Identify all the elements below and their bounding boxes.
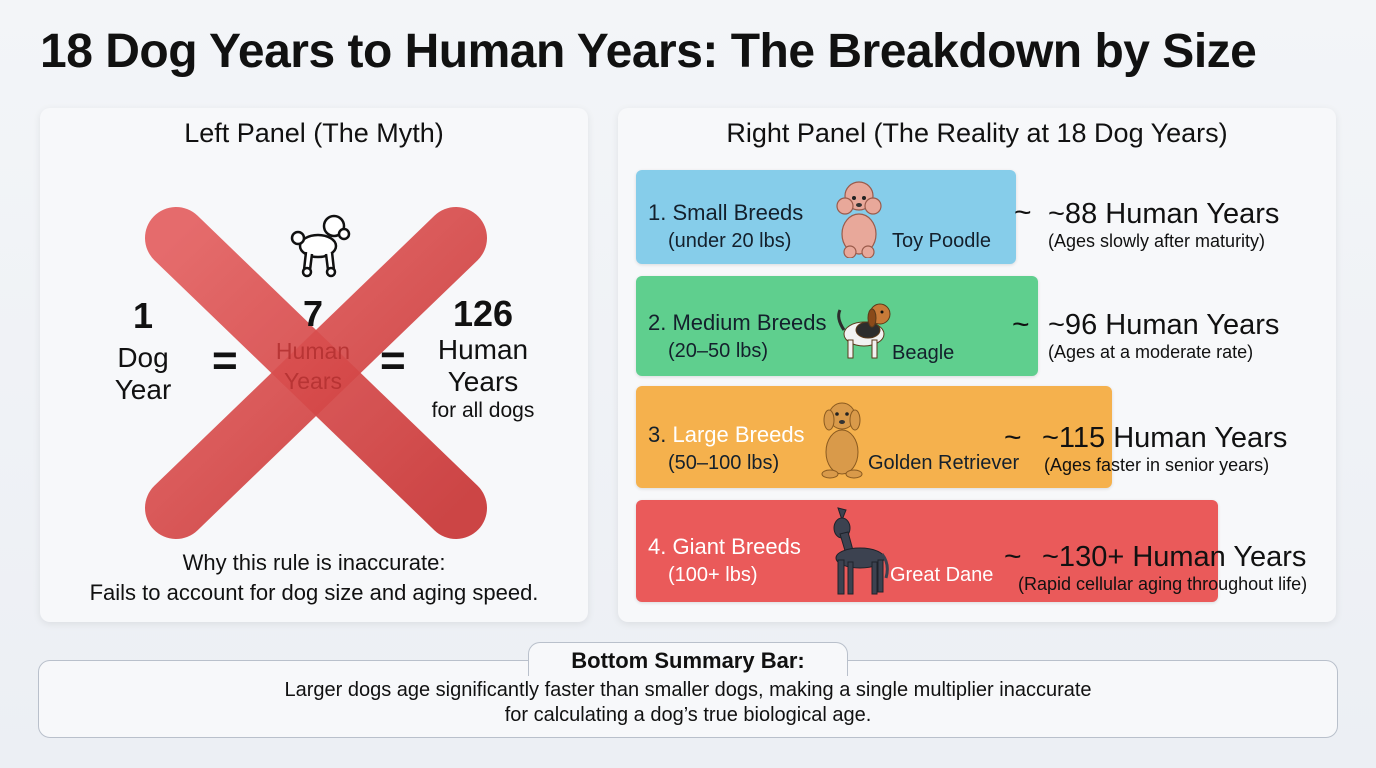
myth-panel-title: Left Panel (The Myth) [184,118,444,148]
medium-breed-bar: 2. Medium Breeds (20–50 lbs) Beagle [636,276,1038,376]
large-result: ~115 Human Years [1042,422,1287,455]
equals-sign-1: = [212,336,238,385]
summary-line1: Larger dogs age significantly faster tha… [284,679,1092,701]
beagle-icon [837,303,891,359]
summary-tab [528,642,848,676]
small-breed-dog: Toy Poodle [892,230,991,252]
giant-result: ~130+ Human Years [1042,541,1307,573]
large-breed-dog: Golden Retriever [868,452,1020,474]
medium-breed-dog: Beagle [892,342,955,364]
toy-poodle-icon [836,181,882,258]
large-result-number: ~115 [1042,422,1106,454]
red-cross-icon [145,207,487,539]
giant-note: (Rapid cellular aging throughout life) [1018,574,1308,594]
great-dane-icon [833,507,889,595]
medium-tilde: ~ [1012,308,1030,341]
medium-breed-range: (20–50 lbs) [668,340,769,362]
myth-panel: Left Panel (The Myth) 1 Dog Year = 7 [40,108,588,622]
multiplier-term: 7 Human Years [268,294,358,396]
dog-year-word2: Year [114,374,172,405]
dog-year-word1: Dog [117,342,169,373]
medium-note: (Ages at a moderate rate) [1048,342,1254,362]
large-breed-name-wrap: 3. Large Breeds [648,422,805,448]
golden-retriever-icon [821,402,863,479]
result-term: 126 Human Years for all dogs [422,294,544,424]
multiplier-word1: Human [275,338,351,364]
result-word1: Human [437,334,529,365]
large-breed-name: Large Breeds [672,422,805,447]
large-breed-range: (50–100 lbs) [668,452,780,474]
large-result-unit: Human Years [1113,422,1288,454]
result-number: 126 [452,293,514,334]
small-result: ~88 Human Years [1048,198,1280,230]
summary-text: Larger dogs age significantly faster tha… [38,678,1338,728]
small-tilde: ~ [1014,196,1032,229]
large-note: (Ages faster in senior years) [1044,455,1270,475]
reality-panel: Right Panel (The Reality at 18 Dog Years… [618,108,1336,622]
large-tilde: ~ [1004,421,1022,454]
equals-sign-2: = [380,336,406,385]
giant-breed-range: (100+ lbs) [668,564,758,586]
giant-breed-name: 4. Giant Breeds [648,534,801,559]
small-note: (Ages slowly after maturity) [1048,231,1266,251]
summary-line2: for calculating a dog’s true biological … [504,704,872,726]
myth-explanation: Why this rule is inaccurate: Fails to ac… [40,548,588,608]
small-breed-range: (under 20 lbs) [668,230,792,252]
dog-year-number: 1 [132,295,154,336]
medium-breed-name: 2. Medium Breeds [648,310,827,335]
multiplier-number: 7 [302,293,324,334]
giant-tilde: ~ [1004,540,1022,573]
myth-explanation-line1: Why this rule is inaccurate: [182,550,446,575]
large-breed-number: 3. [648,422,673,447]
poodle-outline-icon [290,214,351,278]
giant-breed-bar: 4. Giant Breeds (100+ lbs) Great Dane [636,500,1218,602]
dog-year-term: 1 Dog Year [112,296,174,406]
medium-result: ~96 Human Years [1048,309,1280,341]
myth-explanation-line2: Fails to account for dog size and aging … [89,580,539,605]
result-note: for all dogs [431,399,535,422]
large-breed-bar: 3. Large Breeds (50–100 lbs) Golden Retr… [636,386,1112,488]
result-word2: Years [447,366,519,397]
multiplier-word2: Years [284,368,342,394]
reality-panel-title: Right Panel (The Reality at 18 Dog Years… [726,118,1228,148]
page-title: 18 Dog Years to Human Years: The Breakdo… [40,25,1257,78]
small-breed-bar: 1. Small Breeds (under 20 lbs) Toy Poodl… [636,170,1016,264]
small-breed-name: 1. Small Breeds [648,200,804,225]
giant-breed-dog: Great Dane [890,564,994,586]
summary-title: Bottom Summary Bar: [571,648,805,673]
